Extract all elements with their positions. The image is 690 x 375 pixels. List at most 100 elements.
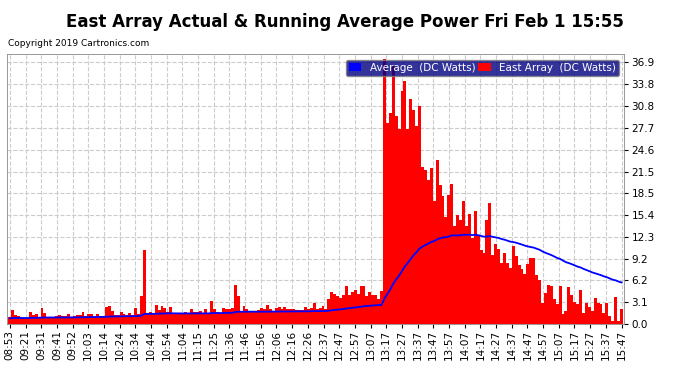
Bar bbox=[489, 203, 491, 324]
Bar bbox=[260, 308, 263, 324]
Bar bbox=[11, 310, 14, 324]
Bar bbox=[307, 309, 310, 324]
Bar bbox=[392, 66, 395, 324]
Bar bbox=[164, 308, 166, 324]
Bar bbox=[591, 311, 593, 324]
Bar bbox=[295, 310, 298, 324]
Bar bbox=[55, 316, 58, 324]
Bar bbox=[29, 312, 32, 324]
Bar bbox=[234, 285, 237, 324]
Bar bbox=[409, 99, 412, 324]
Bar bbox=[401, 91, 404, 324]
Bar bbox=[500, 263, 503, 324]
Bar bbox=[298, 310, 301, 324]
Bar bbox=[442, 196, 444, 324]
Text: East Array Actual & Running Average Power Fri Feb 1 15:55: East Array Actual & Running Average Powe… bbox=[66, 13, 624, 31]
Bar bbox=[204, 309, 208, 324]
Bar bbox=[451, 184, 453, 324]
Bar bbox=[380, 291, 383, 324]
Bar bbox=[459, 220, 462, 324]
Bar bbox=[331, 292, 333, 324]
Bar bbox=[541, 303, 544, 324]
Bar bbox=[368, 292, 371, 324]
Bar bbox=[208, 313, 210, 324]
Bar bbox=[377, 299, 380, 324]
Bar bbox=[555, 304, 559, 324]
Bar bbox=[79, 315, 81, 324]
Bar bbox=[254, 310, 257, 324]
Bar bbox=[199, 311, 201, 324]
Bar bbox=[219, 313, 222, 324]
Bar bbox=[605, 303, 609, 324]
Bar bbox=[386, 123, 389, 324]
Bar bbox=[576, 304, 579, 324]
Bar bbox=[105, 308, 108, 324]
Bar bbox=[538, 280, 541, 324]
Bar bbox=[415, 126, 418, 324]
Bar bbox=[190, 309, 193, 324]
Bar bbox=[14, 315, 17, 324]
Bar bbox=[357, 294, 359, 324]
Bar bbox=[181, 313, 184, 324]
Bar bbox=[20, 318, 23, 324]
Bar bbox=[319, 308, 322, 324]
Bar bbox=[494, 244, 497, 324]
Bar bbox=[404, 81, 406, 324]
Bar bbox=[389, 112, 392, 324]
Bar bbox=[230, 308, 234, 324]
Bar bbox=[435, 160, 439, 324]
Bar bbox=[620, 309, 623, 324]
Bar bbox=[322, 306, 324, 324]
Bar bbox=[544, 292, 547, 324]
Bar bbox=[371, 295, 374, 324]
Bar bbox=[597, 303, 600, 324]
Bar bbox=[58, 315, 61, 324]
Bar bbox=[535, 275, 538, 324]
Bar bbox=[52, 317, 55, 324]
Bar bbox=[336, 296, 339, 324]
Bar bbox=[193, 312, 196, 324]
Bar bbox=[567, 287, 571, 324]
Bar bbox=[269, 309, 272, 324]
Bar bbox=[468, 214, 471, 324]
Bar bbox=[497, 249, 500, 324]
Bar bbox=[310, 308, 313, 324]
Bar bbox=[433, 201, 435, 324]
Bar bbox=[515, 256, 518, 324]
Bar bbox=[553, 299, 555, 324]
Bar bbox=[547, 285, 550, 324]
Bar bbox=[293, 309, 295, 324]
Bar bbox=[61, 316, 64, 324]
Bar bbox=[242, 306, 246, 324]
Bar bbox=[362, 286, 366, 324]
Bar bbox=[266, 305, 269, 324]
Bar bbox=[506, 263, 509, 324]
Bar bbox=[503, 253, 506, 324]
Bar bbox=[512, 246, 515, 324]
Bar bbox=[480, 250, 482, 324]
Bar bbox=[491, 255, 494, 324]
Bar bbox=[412, 110, 415, 324]
Bar bbox=[602, 313, 605, 324]
Bar bbox=[383, 58, 386, 324]
Bar bbox=[509, 268, 512, 324]
Bar bbox=[155, 304, 157, 324]
Bar bbox=[222, 308, 225, 324]
Bar bbox=[119, 312, 123, 324]
Bar bbox=[114, 315, 117, 324]
Bar bbox=[617, 321, 620, 324]
Bar bbox=[465, 226, 468, 324]
Bar bbox=[108, 306, 111, 324]
Bar bbox=[588, 307, 591, 324]
Bar bbox=[474, 211, 477, 324]
Bar bbox=[239, 312, 242, 324]
Bar bbox=[462, 201, 465, 324]
Bar bbox=[38, 318, 41, 324]
Bar bbox=[593, 298, 597, 324]
Bar bbox=[46, 317, 50, 324]
Bar bbox=[418, 106, 421, 324]
Bar bbox=[90, 314, 93, 324]
Bar bbox=[444, 217, 447, 324]
Bar bbox=[477, 235, 480, 324]
Bar bbox=[526, 264, 529, 324]
